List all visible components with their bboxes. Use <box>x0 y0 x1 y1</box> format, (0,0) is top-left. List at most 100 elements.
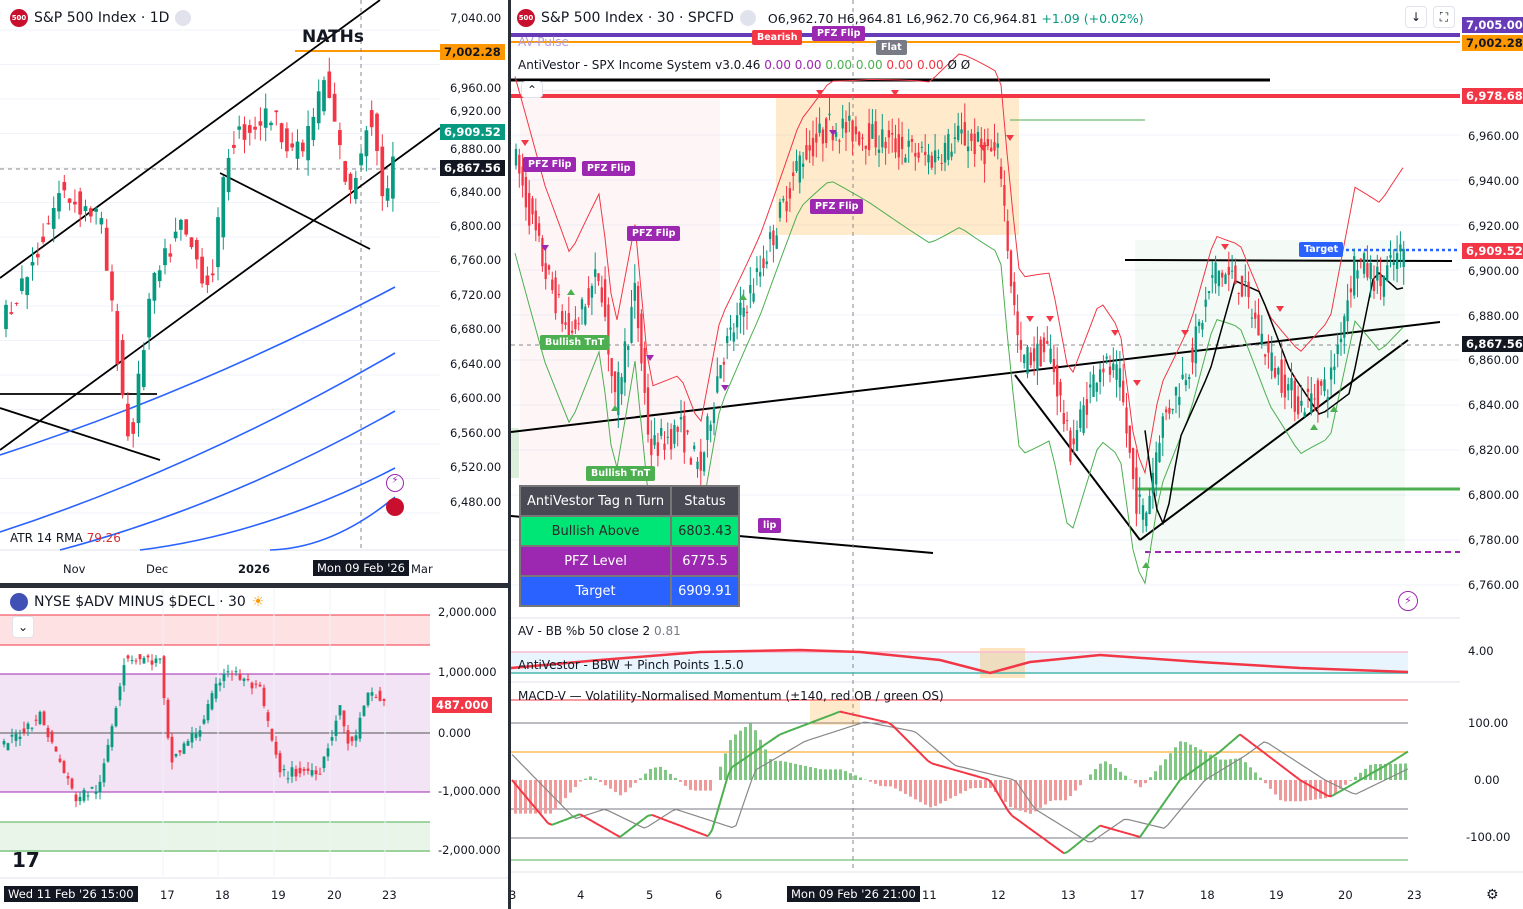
macd-line <box>1163 796 1169 804</box>
macd-histogram-bar <box>859 777 862 780</box>
macd-histogram-bar <box>839 769 842 780</box>
macd-line <box>903 736 909 742</box>
left-chart-title[interactable]: 500 S&P 500 Index · 1D <box>10 9 192 27</box>
macd-histogram-bar <box>1224 759 1227 780</box>
candle <box>375 113 379 152</box>
candle <box>854 126 858 135</box>
fullscreen-button[interactable]: ⛶ <box>1433 6 1455 28</box>
candle <box>242 678 246 681</box>
crosshair-price-tag: 6,867.56 <box>440 160 505 176</box>
candle <box>798 155 801 183</box>
macd-line <box>1019 820 1025 826</box>
candle <box>221 177 226 238</box>
candle <box>597 273 600 282</box>
macd-histogram-bar <box>1019 780 1022 811</box>
buy-triangle <box>611 405 619 411</box>
spx-income-legend: AntiVestor - SPX Income System v3.0.46 0… <box>518 58 971 72</box>
macd-line <box>891 724 897 730</box>
macd-line <box>787 728 793 733</box>
candle <box>653 435 656 446</box>
macd-histogram-bar <box>1214 757 1217 780</box>
macd-line <box>707 829 713 837</box>
candle <box>279 123 284 143</box>
candle <box>1006 220 1009 251</box>
macd-histogram-bar <box>884 780 887 787</box>
macd-line <box>799 724 805 728</box>
macd-histogram-bar <box>1279 780 1282 801</box>
macd-line <box>1231 737 1237 743</box>
candle <box>551 279 554 291</box>
collapse-chevron-button[interactable]: ⌄ <box>12 616 34 638</box>
candle <box>326 748 330 757</box>
candle <box>186 741 190 746</box>
candle <box>350 736 354 742</box>
axis-label: 18 <box>1200 888 1215 902</box>
macd-line <box>1351 781 1357 786</box>
collapse-legend-button[interactable]: ⌃ <box>521 81 543 98</box>
candle <box>884 141 887 149</box>
candle <box>1029 352 1032 366</box>
candle <box>1056 364 1059 397</box>
macd-histogram-bar <box>1329 780 1332 798</box>
macd-histogram-bar <box>549 780 552 814</box>
breadth-title[interactable]: NYSE $ADV MINUS $DECL · 30 ☀ <box>10 593 264 611</box>
macd-line <box>1335 790 1341 795</box>
macd-line <box>771 736 777 741</box>
candle <box>310 770 314 776</box>
candle <box>332 93 337 122</box>
candle <box>374 697 378 699</box>
axis-label: 19 <box>271 888 286 902</box>
macd-histogram-bar <box>664 769 667 780</box>
candle <box>735 315 739 328</box>
macd-line <box>1307 783 1313 788</box>
macd-line <box>959 770 965 774</box>
macd-line <box>791 727 797 731</box>
macd-histogram-bar <box>1139 780 1142 788</box>
moving-average <box>0 286 396 456</box>
candle <box>749 284 752 294</box>
settings-gear-icon[interactable]: ⚙ <box>1486 887 1499 903</box>
lightning-icon[interactable]: ⚡ <box>1398 591 1418 611</box>
table-header: Status <box>670 485 740 517</box>
scroll-down-button[interactable]: ↓ <box>1405 6 1427 28</box>
naths-annotation: NATHs <box>302 27 365 47</box>
macd-line <box>735 760 741 766</box>
candle <box>385 188 390 201</box>
candle <box>1122 380 1125 403</box>
macd-histogram-bar <box>769 758 772 780</box>
macd-histogram-bar <box>639 778 642 780</box>
macd-line <box>1091 828 1097 833</box>
macd-histogram-bar <box>959 780 962 794</box>
axis-label: 23 <box>382 888 397 902</box>
candle <box>73 201 77 205</box>
candle <box>179 219 183 230</box>
pfz-flip-pill: PFZ Flip <box>582 161 636 176</box>
macd-line <box>1339 788 1345 793</box>
candle <box>547 265 551 270</box>
candle <box>106 744 110 762</box>
macd-histogram-bar <box>979 780 982 788</box>
macd-histogram-bar <box>809 767 812 780</box>
tradingview-logo-icon[interactable]: 17 <box>12 848 40 872</box>
candle <box>696 461 699 470</box>
main-chart-title[interactable]: 500 S&P 500 Index · 30 · SPCFD O6,962.70 … <box>517 9 1144 27</box>
candle <box>1135 467 1138 514</box>
candle <box>184 219 189 235</box>
candle <box>544 263 547 280</box>
macd-line <box>899 732 905 738</box>
lightning-icon[interactable]: ⚡ <box>386 474 404 492</box>
macd-line <box>759 744 765 749</box>
candle <box>1313 398 1316 400</box>
candle <box>1333 366 1336 371</box>
candle <box>216 217 220 268</box>
macd-line <box>611 831 617 836</box>
axis-label: 6,900.00 <box>1468 264 1520 278</box>
candle <box>62 182 67 191</box>
candle <box>1168 407 1171 414</box>
candle <box>557 294 561 296</box>
candle <box>891 133 894 135</box>
breadth-last-tag: 487.000 <box>432 697 493 713</box>
axis-label: 6,940.00 <box>1468 174 1520 188</box>
sell-triangle <box>521 140 529 146</box>
